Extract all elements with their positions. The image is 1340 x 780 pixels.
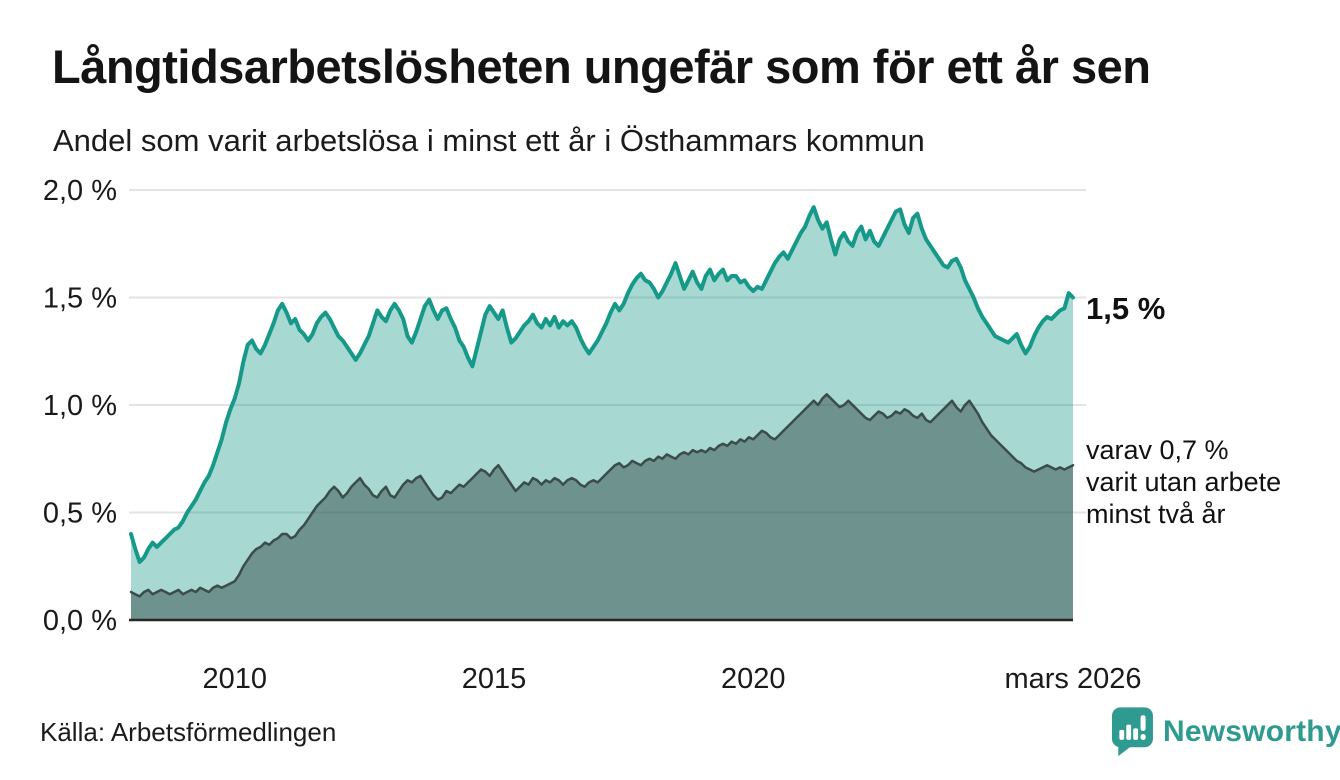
y-tick-label: 0,0 % [43,605,117,637]
annotation-latest-value: 1,5 % [1086,291,1166,326]
newsworthy-wordmark: Newsworthy [1163,715,1340,748]
newsworthy-logo: Newsworthy [1112,706,1340,758]
x-tick-label: 2015 [462,663,527,695]
newsworthy-bubble-icon [1112,707,1153,757]
annotation-two-year-share: varav 0,7 % varit utan arbete minst två … [1086,435,1282,529]
line-one-year [129,205,1075,564]
x-tick-label: 2010 [202,663,267,695]
y-tick-label: 0,5 % [43,498,117,530]
y-tick-label: 2,0 % [43,175,117,207]
line-two-year [129,393,1075,598]
y-tick-label: 1,5 % [43,283,117,315]
area-one-year [131,207,1073,620]
x-tick-label: mars 2026 [1004,663,1141,695]
chart-title: Långtidsarbetslösheten ungefär som för e… [52,40,1151,93]
chart-subtitle: Andel som varit arbetslösa i minst ett å… [53,123,925,158]
source-note: Källa: Arbetsförmedlingen [40,717,337,747]
area-two-year [131,394,1073,620]
x-tick-label: 2020 [721,663,786,695]
y-tick-label: 1,0 % [43,390,117,422]
